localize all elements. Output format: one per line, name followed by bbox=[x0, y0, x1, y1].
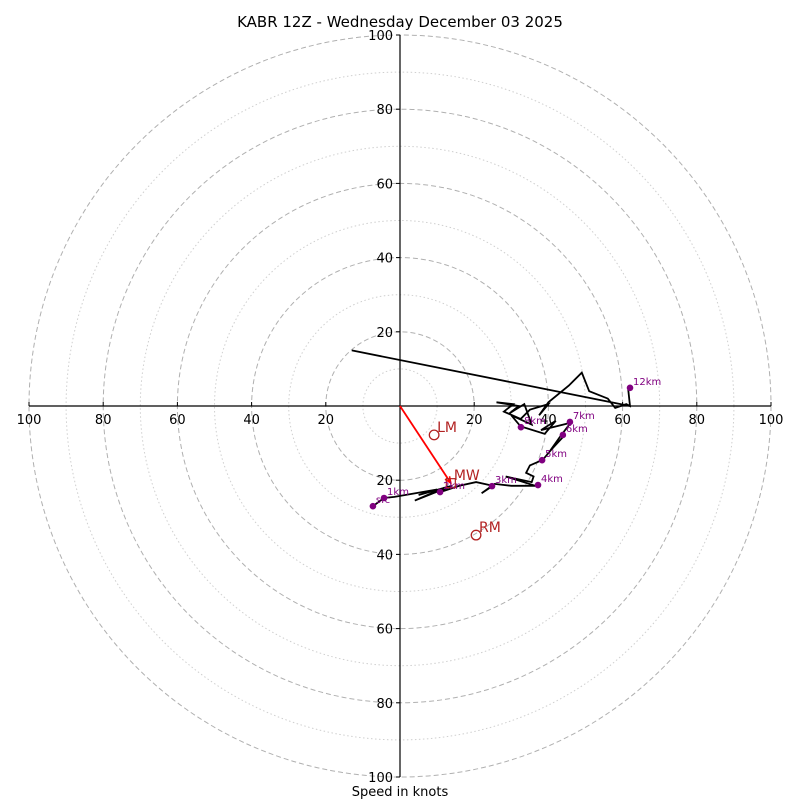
height-label-7km: 7km bbox=[573, 411, 595, 422]
y-tick-label: 80 bbox=[376, 103, 393, 118]
y-tick-label: 20 bbox=[376, 474, 393, 489]
y-tick-label: 100 bbox=[368, 771, 393, 786]
height-marker-2km bbox=[436, 488, 444, 496]
height-marker-1km bbox=[380, 494, 388, 502]
height-marker-7km bbox=[566, 418, 574, 426]
height-marker-sfc bbox=[369, 502, 377, 510]
storm-motions: LM MW RM bbox=[428, 420, 501, 541]
storm-motion-label-rm: RM bbox=[479, 520, 501, 536]
y-tick-label: 60 bbox=[376, 623, 393, 638]
storm-motion-label-mw: MW bbox=[454, 468, 480, 484]
y-tick-label: 40 bbox=[376, 252, 393, 267]
height-marker-8km bbox=[517, 423, 525, 431]
y-tick-label: 60 bbox=[376, 177, 393, 192]
hodograph-line bbox=[351, 349, 632, 507]
height-marker-12km bbox=[626, 384, 634, 392]
x-tick-label: 80 bbox=[95, 413, 112, 428]
height-label-5km: 5km bbox=[545, 449, 567, 460]
storm-motion-marker-lm bbox=[428, 429, 440, 441]
height-marker-3km bbox=[488, 482, 496, 490]
storm-motion-marker-rm bbox=[470, 529, 482, 541]
height-label-8km: 8km bbox=[524, 416, 546, 427]
height-label-12km: 12km bbox=[633, 377, 661, 388]
y-tick-label: 20 bbox=[376, 326, 393, 341]
chart-title: KABR 12Z - Wednesday December 03 2025 bbox=[237, 13, 563, 31]
x-tick-label: 20 bbox=[318, 413, 335, 428]
height-label-1km: 1km bbox=[387, 487, 409, 498]
height-marker-5km bbox=[538, 456, 546, 464]
storm-motion-marker-mw bbox=[445, 478, 456, 489]
height-label-4km: 4km bbox=[541, 474, 563, 485]
x-tick-label: 80 bbox=[689, 413, 706, 428]
y-tick-label: 80 bbox=[376, 697, 393, 712]
height-marker-6km bbox=[559, 431, 567, 439]
y-tick-label: 40 bbox=[376, 548, 393, 563]
y-tick-label: 100 bbox=[368, 29, 393, 44]
height-label-2km: 2km bbox=[443, 481, 465, 492]
x-axis-label: Speed in knots bbox=[352, 785, 449, 800]
x-tick-label: 60 bbox=[169, 413, 186, 428]
storm-motion-label-lm: LM bbox=[437, 420, 457, 436]
x-tick-label: 100 bbox=[759, 413, 784, 428]
mean-wind-vector bbox=[399, 405, 452, 485]
height-label-3km: 3km bbox=[495, 475, 517, 486]
height-marker-4km bbox=[534, 481, 542, 489]
x-tick-label: 40 bbox=[243, 413, 260, 428]
hodograph-trace bbox=[351, 349, 632, 507]
x-tick-label: 60 bbox=[614, 413, 631, 428]
x-tick-label: 100 bbox=[17, 413, 42, 428]
mean-wind-arrow-line bbox=[399, 405, 452, 484]
height-label-6km: 6km bbox=[566, 424, 588, 435]
x-tick-label: 20 bbox=[466, 413, 483, 428]
height-markers: sfc1km2km3km4km5km6km7km8km12km bbox=[369, 377, 661, 510]
